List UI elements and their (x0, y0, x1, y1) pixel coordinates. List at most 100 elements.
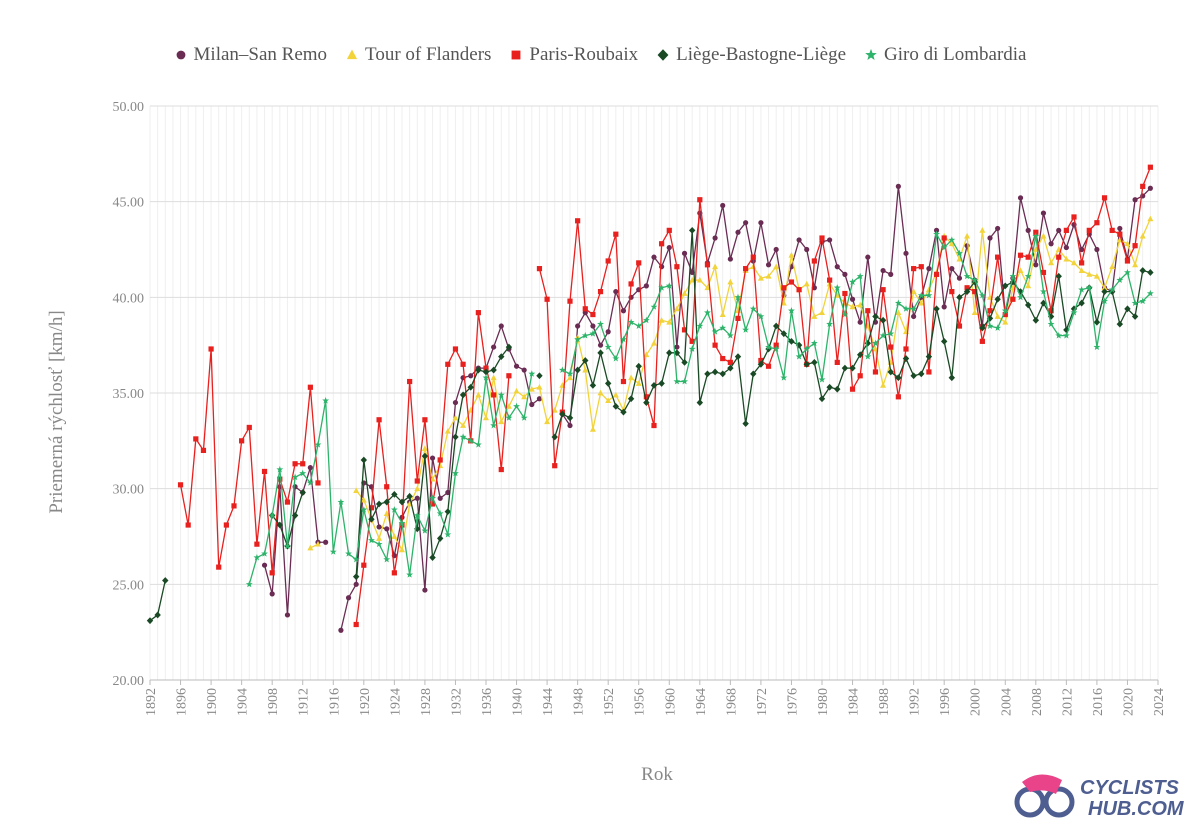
data-point[interactable] (888, 344, 894, 350)
data-point[interactable] (849, 278, 856, 285)
data-point[interactable] (1131, 313, 1139, 320)
data-point[interactable] (696, 276, 703, 283)
data-point[interactable] (291, 473, 299, 481)
data-point[interactable] (658, 317, 665, 323)
data-point[interactable] (590, 323, 596, 329)
data-point[interactable] (1055, 272, 1062, 280)
data-point[interactable] (1117, 225, 1123, 232)
data-point[interactable] (284, 612, 291, 618)
data-point[interactable] (597, 320, 604, 328)
data-point[interactable] (406, 492, 413, 500)
data-point[interactable] (154, 611, 161, 619)
data-point[interactable] (743, 220, 749, 226)
data-point[interactable] (964, 285, 970, 291)
data-point[interactable] (811, 358, 818, 366)
data-point[interactable] (345, 595, 352, 601)
data-point[interactable] (628, 374, 635, 381)
data-point[interactable] (727, 278, 734, 285)
data-point[interactable] (1101, 297, 1108, 305)
data-point[interactable] (544, 296, 550, 302)
data-point[interactable] (292, 461, 298, 467)
data-point[interactable] (781, 285, 787, 291)
data-point[interactable] (582, 306, 588, 312)
data-point[interactable] (750, 263, 757, 270)
data-point[interactable] (468, 373, 474, 379)
data-point[interactable] (971, 276, 979, 284)
data-point[interactable] (895, 374, 902, 382)
data-point[interactable] (360, 496, 367, 503)
data-point[interactable] (918, 299, 925, 306)
data-point[interactable] (421, 445, 428, 451)
data-point[interactable] (1017, 288, 1024, 295)
data-point[interactable] (681, 250, 688, 256)
data-point[interactable] (948, 240, 955, 247)
data-point[interactable] (1071, 214, 1077, 220)
data-point[interactable] (459, 391, 467, 399)
data-point[interactable] (925, 286, 932, 293)
data-point[interactable] (582, 366, 589, 373)
data-point[interactable] (650, 303, 658, 310)
data-point[interactable] (605, 397, 612, 404)
data-point[interactable] (276, 521, 284, 529)
data-point[interactable] (185, 522, 191, 528)
data-point[interactable] (780, 374, 788, 381)
data-point[interactable] (1117, 231, 1123, 237)
data-point[interactable] (491, 392, 497, 398)
data-point[interactable] (925, 353, 933, 361)
data-point[interactable] (681, 358, 688, 366)
data-point[interactable] (414, 495, 420, 501)
data-point[interactable] (651, 254, 657, 260)
data-point[interactable] (376, 524, 382, 530)
data-point[interactable] (750, 370, 757, 378)
data-point[interactable] (239, 438, 245, 444)
data-point[interactable] (429, 475, 436, 482)
data-point[interactable] (612, 391, 619, 398)
data-point[interactable] (827, 277, 833, 283)
data-point[interactable] (704, 262, 711, 268)
data-point[interactable] (429, 455, 436, 461)
data-point[interactable] (979, 338, 985, 344)
data-point[interactable] (414, 485, 421, 492)
data-point[interactable] (1033, 262, 1039, 268)
data-point[interactable] (910, 288, 917, 294)
data-point[interactable] (1048, 308, 1054, 314)
data-point[interactable] (521, 367, 527, 373)
data-point[interactable] (1070, 309, 1078, 316)
data-point[interactable] (659, 264, 665, 270)
data-point[interactable] (360, 456, 368, 464)
data-point[interactable] (475, 366, 482, 374)
data-point[interactable] (796, 287, 802, 293)
data-point[interactable] (352, 555, 360, 563)
data-point[interactable] (659, 241, 665, 247)
data-point[interactable] (712, 235, 718, 241)
data-point[interactable] (918, 264, 924, 270)
data-point[interactable] (887, 368, 894, 376)
data-point[interactable] (490, 366, 497, 374)
data-point[interactable] (1040, 287, 1047, 295)
data-point[interactable] (437, 457, 443, 463)
data-point[interactable] (254, 541, 260, 547)
data-point[interactable] (361, 562, 367, 568)
data-point[interactable] (749, 305, 757, 312)
data-point[interactable] (681, 327, 688, 333)
data-point[interactable] (826, 383, 833, 391)
data-point[interactable] (528, 385, 535, 392)
data-point[interactable] (857, 373, 863, 379)
data-point[interactable] (735, 315, 741, 321)
data-point[interactable] (842, 271, 848, 277)
data-point[interactable] (1025, 254, 1031, 260)
data-point[interactable] (941, 304, 947, 310)
data-point[interactable] (658, 284, 666, 291)
data-point[interactable] (972, 288, 978, 295)
data-point[interactable] (1017, 293, 1024, 301)
data-point[interactable] (757, 312, 765, 320)
data-point[interactable] (613, 231, 619, 237)
data-point[interactable] (758, 357, 764, 364)
data-point[interactable] (803, 280, 810, 287)
data-point[interactable] (513, 363, 520, 369)
legend-item[interactable]: Liège-Bastogne-Liège (656, 44, 846, 66)
data-point[interactable] (505, 414, 513, 421)
data-point[interactable] (307, 384, 313, 390)
data-point[interactable] (506, 373, 512, 379)
data-point[interactable] (1109, 263, 1116, 270)
